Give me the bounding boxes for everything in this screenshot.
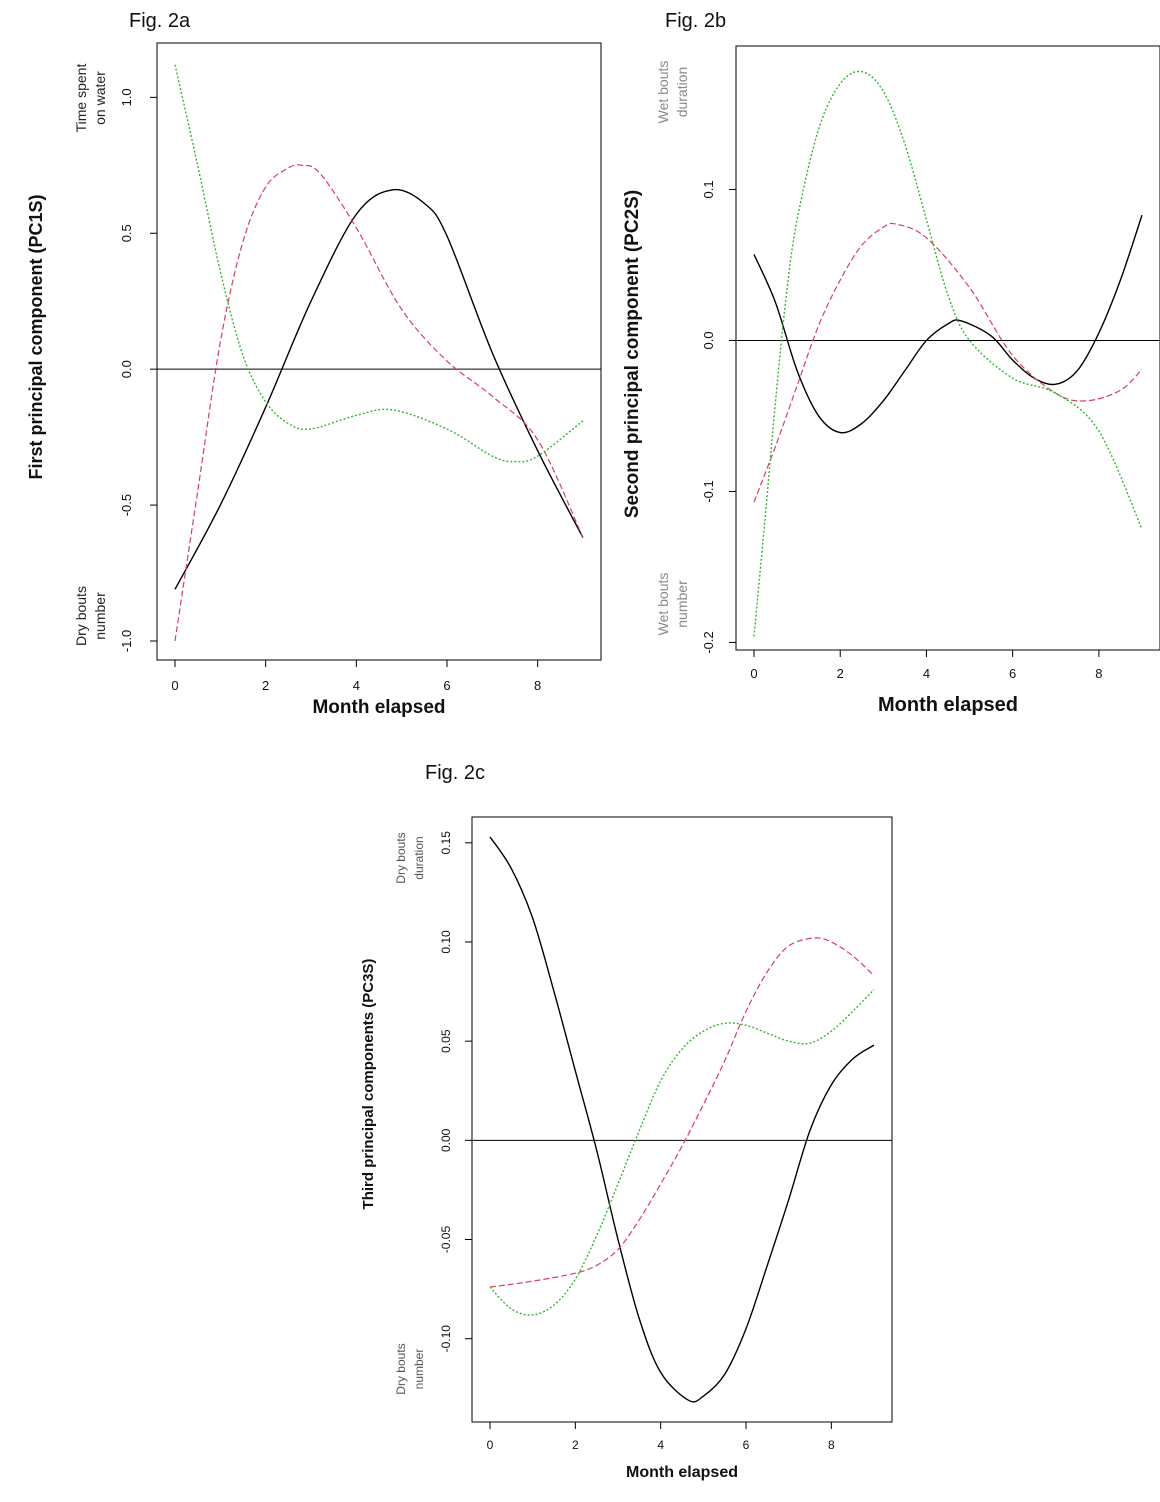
x-tick-label: 6 bbox=[743, 1438, 750, 1452]
plot-frame bbox=[471, 816, 893, 1423]
series-line-solid bbox=[174, 188, 584, 590]
y-tick-label: 0.1 bbox=[701, 180, 716, 198]
x-tick-label: 8 bbox=[534, 678, 541, 693]
y-tick-label: -1.0 bbox=[119, 630, 134, 652]
series-line-dashed bbox=[753, 222, 1143, 503]
y-tick-label: 0.5 bbox=[119, 224, 134, 242]
chart-a: 0 2 4 6 8 -1.0 -0.5 0.0 0.5 1.0 Month elapsed First… bbox=[26, 42, 602, 718]
bottom-annotation-line: number bbox=[412, 1349, 426, 1390]
y-tick-label: 0.00 bbox=[439, 1128, 453, 1152]
plot-frame bbox=[156, 42, 602, 661]
y-tick-label: -0.2 bbox=[701, 631, 716, 653]
bottom-annotation-line: Wet bouts bbox=[655, 573, 671, 636]
y-tick-label: -0.1 bbox=[701, 480, 716, 502]
series-line-dotted bbox=[753, 70, 1143, 637]
series-line-dotted bbox=[489, 989, 875, 1316]
figure-label-a: Fig. 2a bbox=[129, 10, 191, 32]
x-axis-label: Month elapsed bbox=[878, 694, 1018, 716]
series-line-solid bbox=[753, 214, 1143, 434]
top-annotation-line: on water bbox=[92, 71, 108, 125]
y-tick-label: 0.15 bbox=[439, 831, 453, 855]
x-tick-label: 6 bbox=[443, 678, 450, 693]
y-tick-label: -0.5 bbox=[119, 494, 134, 516]
x-tick-label: 2 bbox=[837, 666, 844, 681]
chart-c: 0 2 4 6 8 -0.10 -0.05 0.00 0.05 0.10 0.15 Month ela… bbox=[360, 816, 893, 1481]
series-line-dashed bbox=[174, 164, 584, 642]
y-tick-label: 0.0 bbox=[701, 331, 716, 349]
x-tick-label: 4 bbox=[353, 678, 360, 693]
bottom-annotation-line: number bbox=[674, 580, 690, 628]
y-axis-label: Third principal components (PC3S) bbox=[360, 959, 377, 1210]
y-tick-label: 0.0 bbox=[119, 360, 134, 378]
x-tick-label: 0 bbox=[487, 1438, 494, 1452]
x-tick-label: 0 bbox=[171, 678, 178, 693]
x-tick-label: 8 bbox=[828, 1438, 835, 1452]
bottom-annotation-line: Dry bouts bbox=[73, 586, 89, 646]
figure-label-b: Fig. 2b bbox=[665, 10, 727, 32]
bottom-annotation-line: Dry bouts bbox=[394, 1343, 408, 1394]
top-annotation-line: duration bbox=[674, 67, 690, 118]
figure-label-c: Fig. 2c bbox=[425, 762, 486, 784]
top-annotation-line: Dry bouts bbox=[394, 832, 408, 883]
top-annotation-line: Time spent bbox=[73, 64, 89, 133]
y-tick-label: -0.10 bbox=[439, 1325, 453, 1353]
x-tick-label: 8 bbox=[1095, 666, 1102, 681]
series-line-dashed bbox=[489, 937, 875, 1288]
series-line-dotted bbox=[174, 64, 584, 463]
y-tick-label: 1.0 bbox=[119, 88, 134, 106]
y-tick-label: 0.05 bbox=[439, 1029, 453, 1053]
x-axis-label: Month elapsed bbox=[312, 697, 445, 718]
top-annotation-line: Wet bouts bbox=[655, 61, 671, 124]
bottom-annotation-line: number bbox=[92, 592, 108, 640]
series-line-solid bbox=[489, 836, 875, 1403]
y-axis-label: First principal component (PC1S) bbox=[26, 194, 46, 479]
y-axis-label: Second principal component (PC2S) bbox=[622, 190, 643, 518]
x-tick-label: 2 bbox=[572, 1438, 579, 1452]
plot-frame bbox=[735, 45, 1160, 651]
x-tick-label: 4 bbox=[923, 666, 930, 681]
x-tick-label: 0 bbox=[750, 666, 757, 681]
x-tick-label: 6 bbox=[1009, 666, 1016, 681]
x-tick-label: 4 bbox=[657, 1438, 664, 1452]
x-axis-label: Month elapsed bbox=[626, 1464, 738, 1481]
chart-b: 0 2 4 6 8 -0.2 -0.1 0.0 0.1 Month elapsed Second p… bbox=[622, 45, 1160, 716]
y-tick-label: -0.05 bbox=[439, 1226, 453, 1254]
y-tick-label: 0.10 bbox=[439, 930, 453, 954]
x-tick-label: 2 bbox=[262, 678, 269, 693]
top-annotation-line: duration bbox=[412, 836, 426, 879]
